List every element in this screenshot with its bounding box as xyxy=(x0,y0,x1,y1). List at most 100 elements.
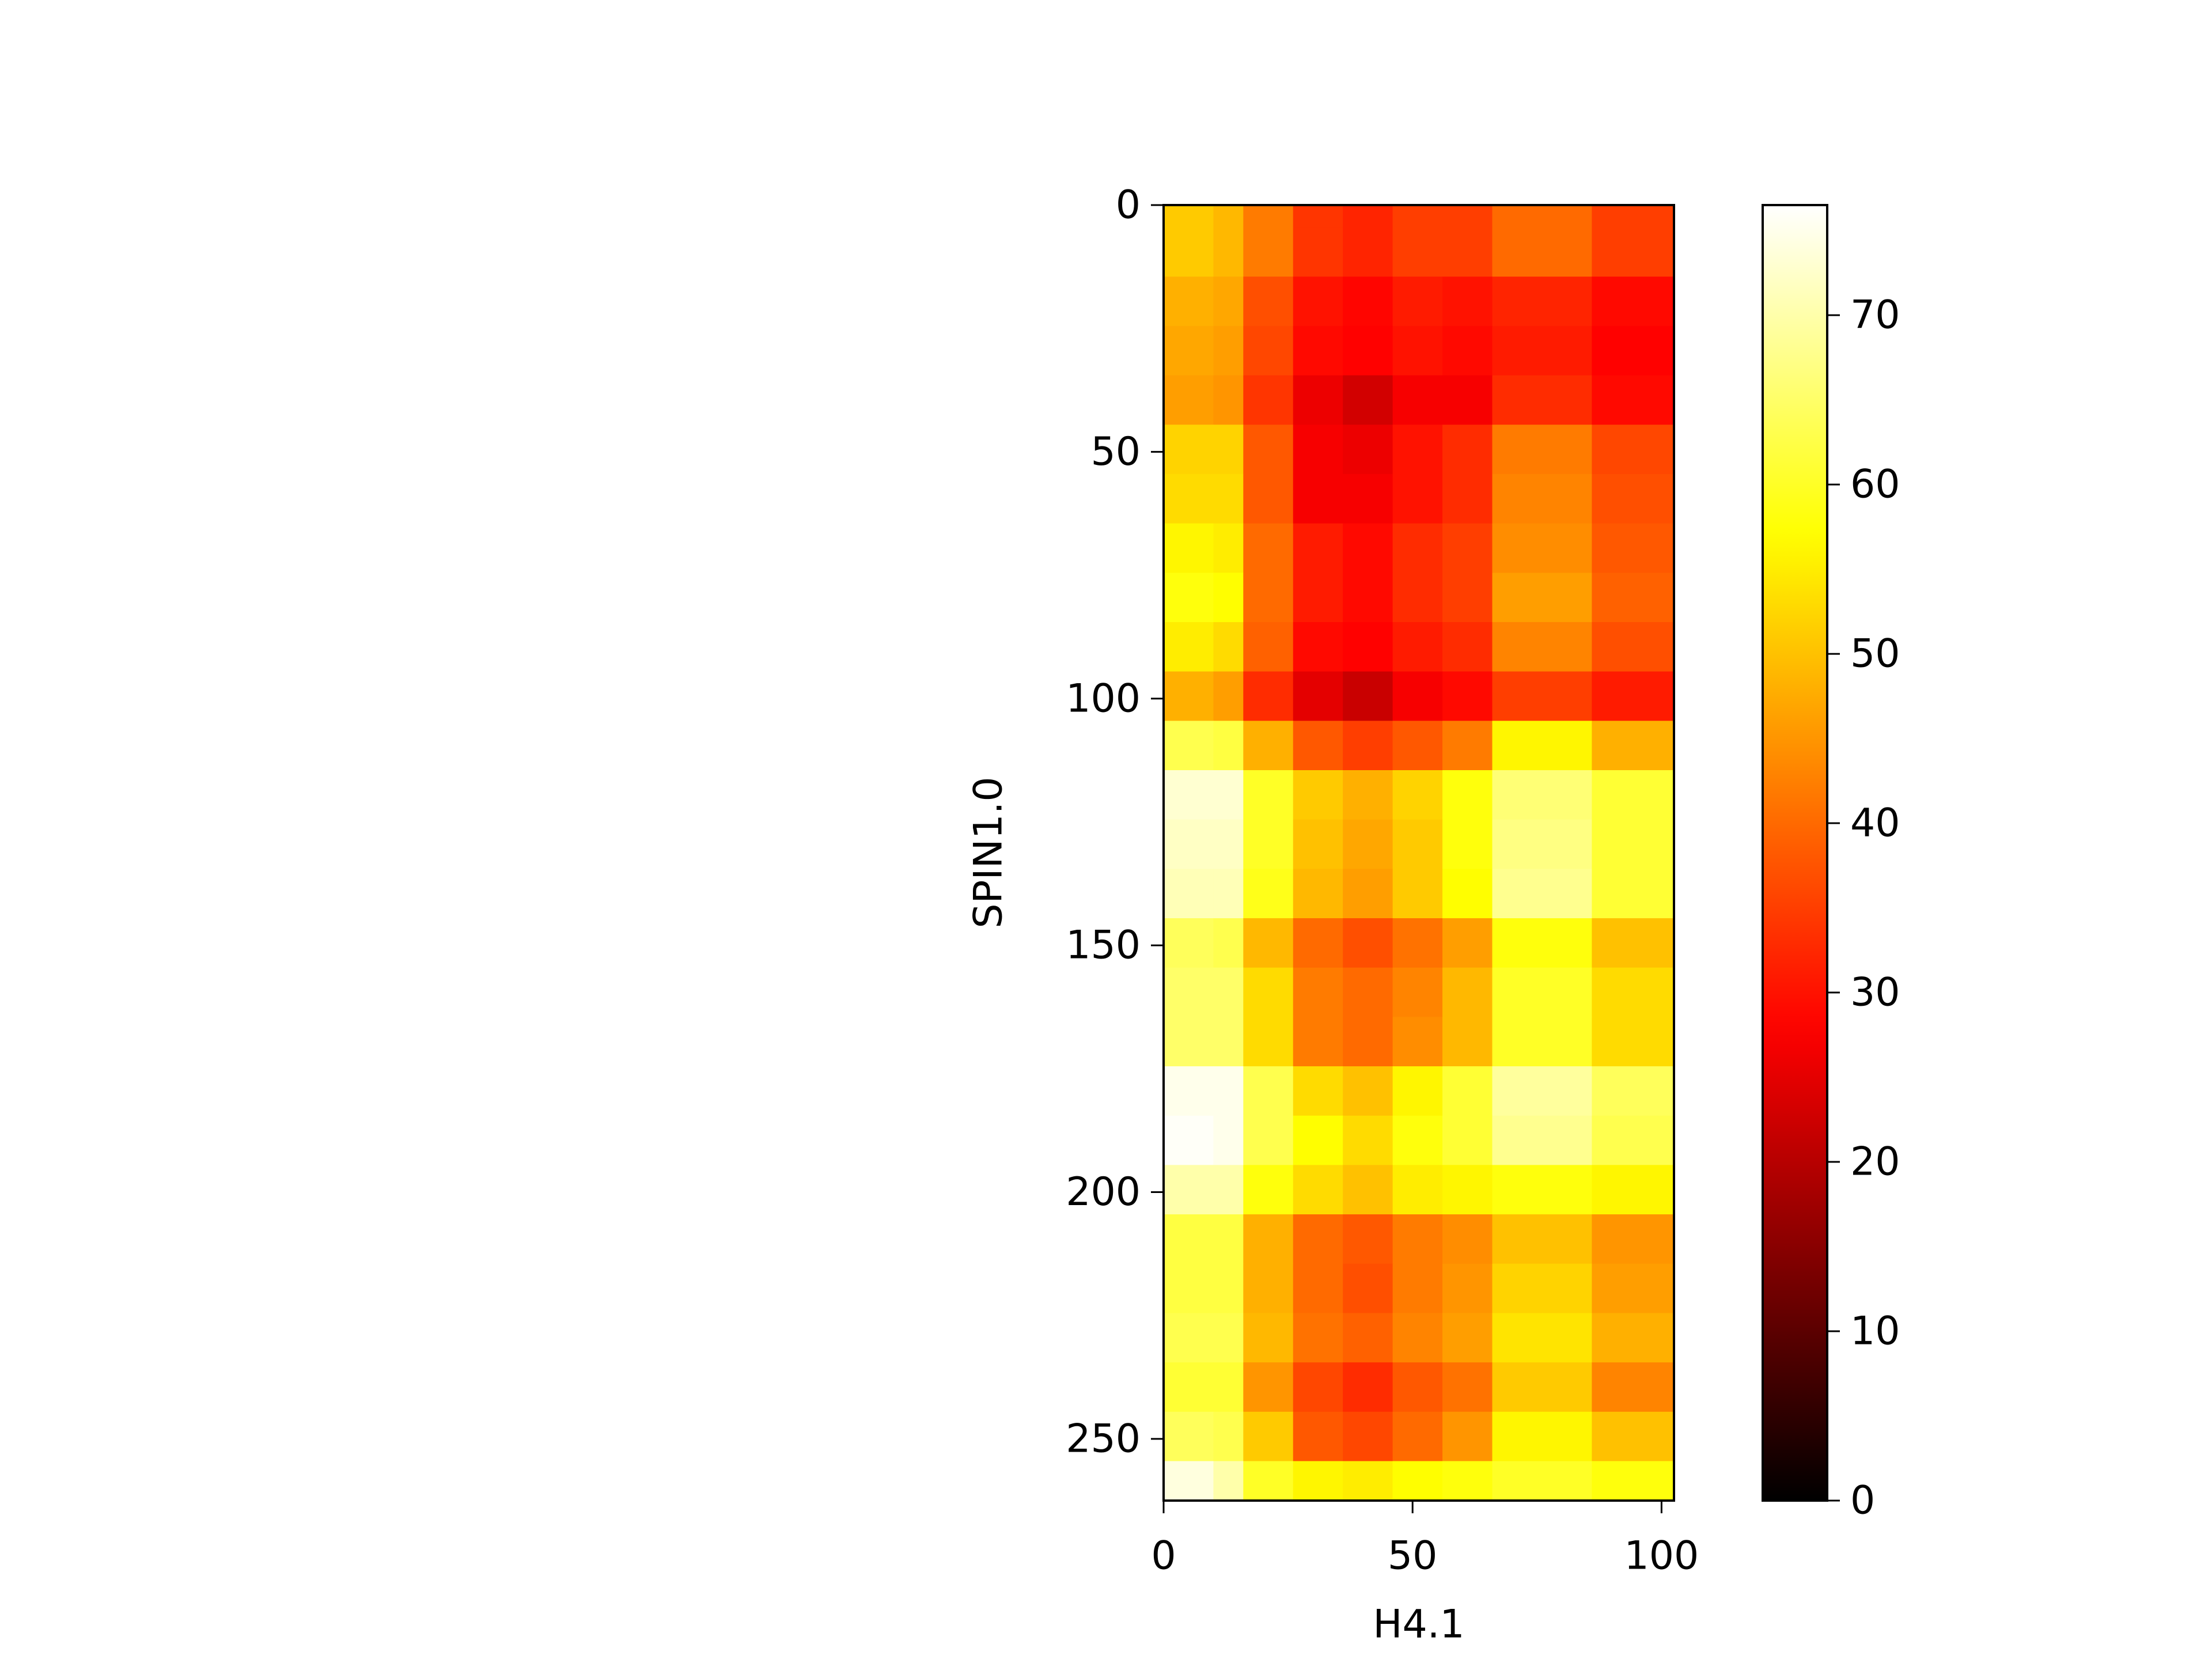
heatmap-cell xyxy=(1243,967,1294,1017)
heatmap-cell xyxy=(1243,474,1294,524)
heatmap-cell xyxy=(1442,1214,1493,1264)
heatmap-cell xyxy=(1541,1411,1592,1461)
heatmap-cell xyxy=(1164,425,1214,475)
colorbar-tick-label: 0 xyxy=(1850,1478,1875,1524)
heatmap-cell xyxy=(1164,671,1214,721)
heatmap-cell xyxy=(1243,523,1294,573)
heatmap-cell xyxy=(1243,276,1294,327)
heatmap-cell xyxy=(1592,375,1675,425)
heatmap-cell xyxy=(1541,967,1592,1017)
colorbar-tick-label: 30 xyxy=(1850,970,1900,1016)
heatmap-cell xyxy=(1541,375,1592,425)
heatmap-cell xyxy=(1392,1411,1443,1461)
heatmap-cell xyxy=(1213,474,1244,524)
heatmap-cell xyxy=(1243,1263,1294,1313)
heatmap-cell xyxy=(1343,1165,1393,1215)
heatmap-cell xyxy=(1164,523,1214,573)
heatmap-cell xyxy=(1541,1461,1592,1501)
heatmap-cell xyxy=(1293,671,1343,721)
heatmap-cell xyxy=(1392,918,1443,968)
heatmap-cell xyxy=(1293,869,1343,919)
x-tick-label: 100 xyxy=(1624,1533,1699,1579)
heatmap-cell xyxy=(1213,375,1244,425)
heatmap-cell xyxy=(1392,1115,1443,1165)
heatmap-cell xyxy=(1164,770,1214,820)
y-axis-label: SPIN1.0 xyxy=(966,777,1012,928)
heatmap-cell xyxy=(1442,425,1493,475)
heatmap-cell xyxy=(1592,1066,1675,1116)
heatmap-cell xyxy=(1392,205,1443,228)
heatmap-cell xyxy=(1541,1017,1592,1067)
heatmap-cell xyxy=(1243,918,1294,968)
heatmap-cell xyxy=(1592,276,1675,327)
heatmap-cell xyxy=(1541,1263,1592,1313)
heatmap-cell xyxy=(1442,276,1493,327)
heatmap-cell xyxy=(1592,1411,1675,1461)
heatmap-cell xyxy=(1492,425,1543,475)
heatmap-cell xyxy=(1492,205,1543,228)
heatmap-cell xyxy=(1343,770,1393,820)
x-axis-label: H4.1 xyxy=(1373,1602,1464,1647)
heatmap-cell xyxy=(1164,573,1214,623)
heatmap-cell xyxy=(1164,474,1214,524)
heatmap-cell xyxy=(1541,1115,1592,1165)
heatmap-cell xyxy=(1541,671,1592,721)
heatmap-cell xyxy=(1343,967,1393,1017)
heatmap-cell xyxy=(1392,1263,1443,1313)
heatmap-cell xyxy=(1293,1461,1343,1501)
heatmap-cell xyxy=(1541,869,1592,919)
heatmap-cell xyxy=(1392,770,1443,820)
heatmap-cell xyxy=(1213,1115,1244,1165)
heatmap-cell xyxy=(1164,205,1214,228)
heatmap-cell xyxy=(1541,205,1592,228)
heatmap-cell xyxy=(1442,1115,1493,1165)
heatmap-cell xyxy=(1343,918,1393,968)
heatmap-cell xyxy=(1442,1165,1493,1215)
heatmap-cell xyxy=(1592,1165,1675,1215)
heatmap-cell xyxy=(1392,375,1443,425)
heatmap-cell xyxy=(1164,1362,1214,1412)
heatmap-cell xyxy=(1541,227,1592,277)
heatmap-cell xyxy=(1343,1214,1393,1264)
heatmap-cell xyxy=(1213,523,1244,573)
heatmap-cell xyxy=(1592,425,1675,475)
heatmap-cell xyxy=(1492,671,1543,721)
colorbar-tick-label: 40 xyxy=(1850,801,1900,846)
heatmap-cell xyxy=(1243,1115,1294,1165)
heatmap-cell xyxy=(1164,819,1214,869)
heatmap-cell xyxy=(1492,1313,1543,1363)
heatmap-cell xyxy=(1243,1017,1294,1067)
heatmap-cell xyxy=(1592,1461,1675,1501)
heatmap-cell xyxy=(1343,227,1393,277)
heatmap-cell xyxy=(1541,622,1592,672)
heatmap-cell xyxy=(1213,1263,1244,1313)
heatmap-cell xyxy=(1442,721,1493,771)
heatmap-cell xyxy=(1492,573,1543,623)
heatmap-cell xyxy=(1293,227,1343,277)
heatmap-cell xyxy=(1243,770,1294,820)
heatmap-cell xyxy=(1592,918,1675,968)
heatmap-cell xyxy=(1293,918,1343,968)
heatmap-cell xyxy=(1442,1362,1493,1412)
colorbar-tick-label: 10 xyxy=(1850,1309,1900,1354)
heatmap-cell xyxy=(1343,523,1393,573)
heatmap-cell xyxy=(1392,1461,1443,1501)
heatmap-cell xyxy=(1442,205,1493,228)
heatmap-cell xyxy=(1343,869,1393,919)
heatmap-cell xyxy=(1392,573,1443,623)
heatmap-cell xyxy=(1243,1362,1294,1412)
heatmap-cell xyxy=(1442,1017,1493,1067)
heatmap-cell xyxy=(1392,227,1443,277)
heatmap-cell xyxy=(1442,819,1493,869)
heatmap-cell xyxy=(1541,918,1592,968)
heatmap-cell xyxy=(1592,227,1675,277)
heatmap-cell xyxy=(1592,1263,1675,1313)
heatmap-cell xyxy=(1392,523,1443,573)
plot-frame xyxy=(1162,204,1675,1502)
heatmap-cell xyxy=(1293,721,1343,771)
heatmap-cell xyxy=(1164,325,1214,376)
heatmap-cell xyxy=(1492,869,1543,919)
heatmap-cell xyxy=(1492,1115,1543,1165)
heatmap-cell xyxy=(1343,1017,1393,1067)
